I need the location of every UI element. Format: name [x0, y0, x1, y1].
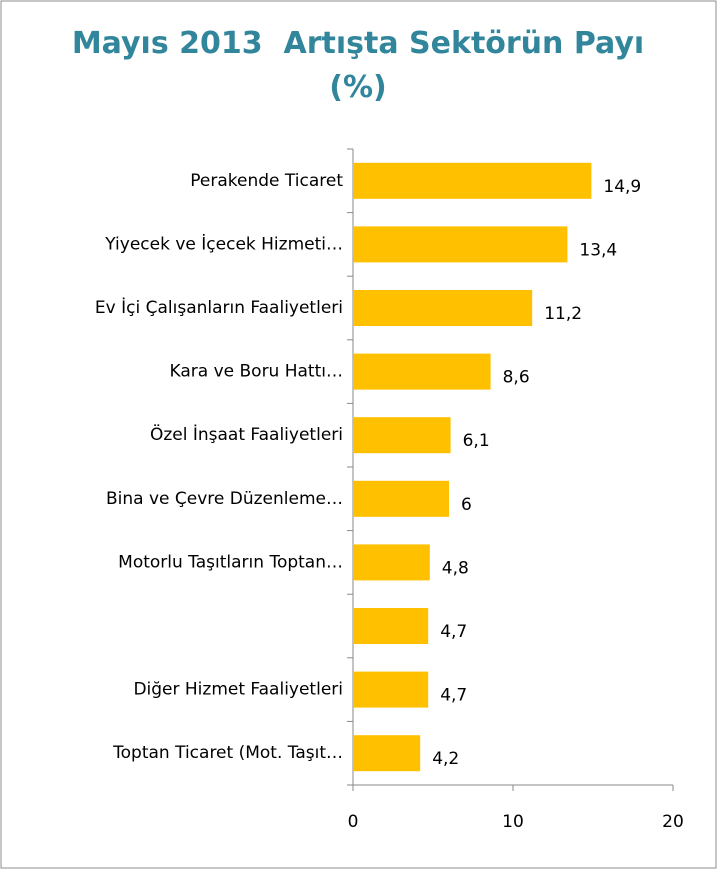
value-label: 4,8: [442, 558, 469, 578]
y-tick-label: Özel İnşaat Faaliyetleri: [150, 423, 343, 445]
bar: [353, 544, 430, 581]
value-label: 13,4: [579, 240, 617, 260]
bar: [353, 480, 449, 517]
value-label: 4,7: [440, 686, 467, 706]
x-tick-label: 0: [348, 812, 359, 832]
y-tick-label: Toptan Ticaret (Mot. Taşıt…: [112, 743, 343, 763]
value-label: 6,1: [463, 431, 490, 451]
y-tick-label: Kara ve Boru Hattı…: [170, 362, 344, 382]
y-tick-label: Ev İçi Çalışanların Faaliyetleri: [95, 297, 343, 318]
y-tick-label: Perakende Ticaret: [190, 171, 343, 191]
value-label: 4,7: [440, 622, 467, 642]
bar: [353, 608, 429, 644]
value-label: 8,6: [503, 368, 530, 388]
bar: [353, 353, 491, 390]
y-tick-label: Yiyecek ve İçecek Hizmeti…: [104, 233, 343, 254]
bar: [353, 226, 568, 263]
bar: [353, 735, 421, 772]
bar: [353, 417, 451, 454]
y-tick-label: Motorlu Taşıtların Toptan…: [118, 552, 343, 572]
value-label: 14,9: [603, 177, 641, 197]
x-tick-label: 20: [662, 812, 684, 832]
chart-title: Mayıs 2013 Artışta Sektörün Payı (%): [71, 26, 645, 105]
bar: [353, 290, 533, 326]
x-tick-label: 10: [502, 812, 524, 832]
bar: [353, 162, 592, 199]
value-label: 4,2: [432, 749, 459, 769]
value-label: 11,2: [544, 304, 582, 324]
y-tick-label: Diğer Hizmet Faaliyetleri: [133, 680, 343, 700]
value-label: 6: [461, 495, 472, 515]
bar: [353, 671, 429, 708]
y-tick-label: Bina ve Çevre Düzenleme…: [106, 489, 343, 509]
